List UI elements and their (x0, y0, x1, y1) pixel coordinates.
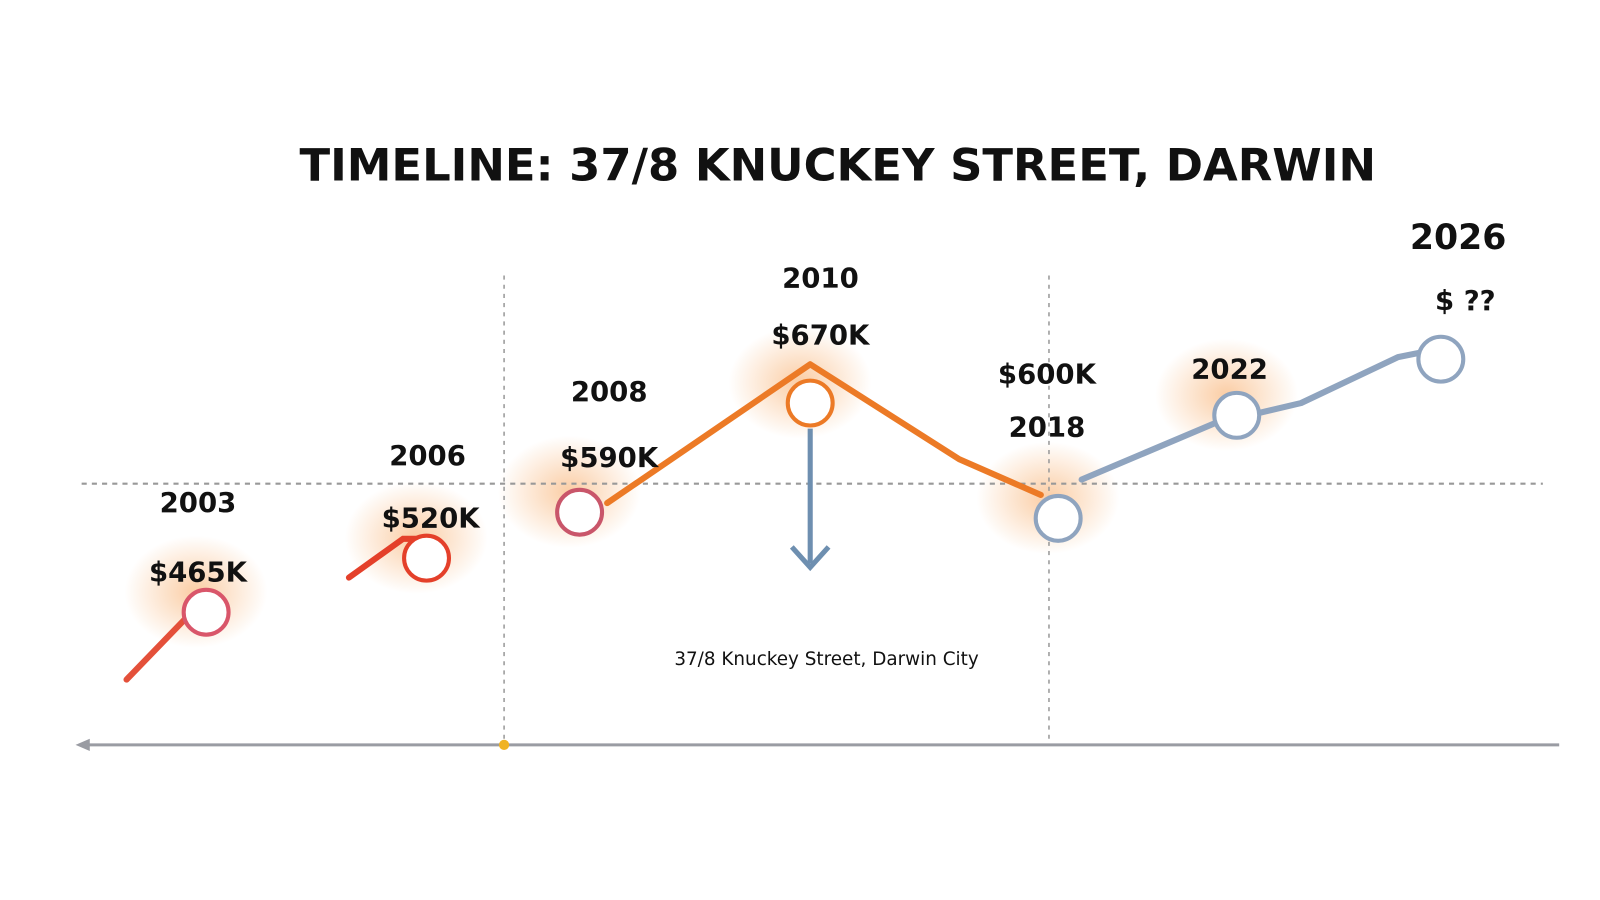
point-marker (1416, 334, 1466, 384)
trend-segment (123, 615, 189, 683)
year-label: 2018 (1009, 412, 1086, 444)
point-marker (1212, 390, 1262, 440)
title: TIMELINE: 37/8 KNUCKEY STREET, DARWIN (299, 138, 1376, 191)
point-marker (555, 487, 605, 537)
year-label: 2010 (782, 263, 859, 295)
year-label: 2006 (389, 440, 466, 472)
price-label: $600K (998, 359, 1098, 391)
point-marker (785, 378, 835, 428)
price-label: $465K (149, 556, 249, 588)
year-label: 2022 (1191, 353, 1268, 385)
points: 2003 $465K 2006 $520K 2008 $590K 2010 $670K 2018… (149, 218, 1507, 637)
axis-marker (498, 739, 510, 750)
point-marker (181, 587, 231, 637)
price-label: $590K (560, 442, 660, 474)
year-label: 2008 (571, 376, 648, 408)
price-label: $ ?? (1435, 285, 1496, 317)
price-label: $670K (771, 320, 871, 352)
point-marker (1033, 493, 1083, 543)
trend-segment (1078, 348, 1427, 483)
caption: 37/8 Knuckey Street, Darwin City (674, 649, 979, 670)
year-label: 2026 (1410, 218, 1507, 258)
year-label: 2003 (160, 487, 237, 519)
axis-arrow (75, 738, 90, 752)
price-label: $520K (382, 502, 482, 534)
trend-segment (604, 361, 1044, 507)
point-marker (402, 533, 452, 583)
drop-arrow-head (789, 545, 831, 572)
